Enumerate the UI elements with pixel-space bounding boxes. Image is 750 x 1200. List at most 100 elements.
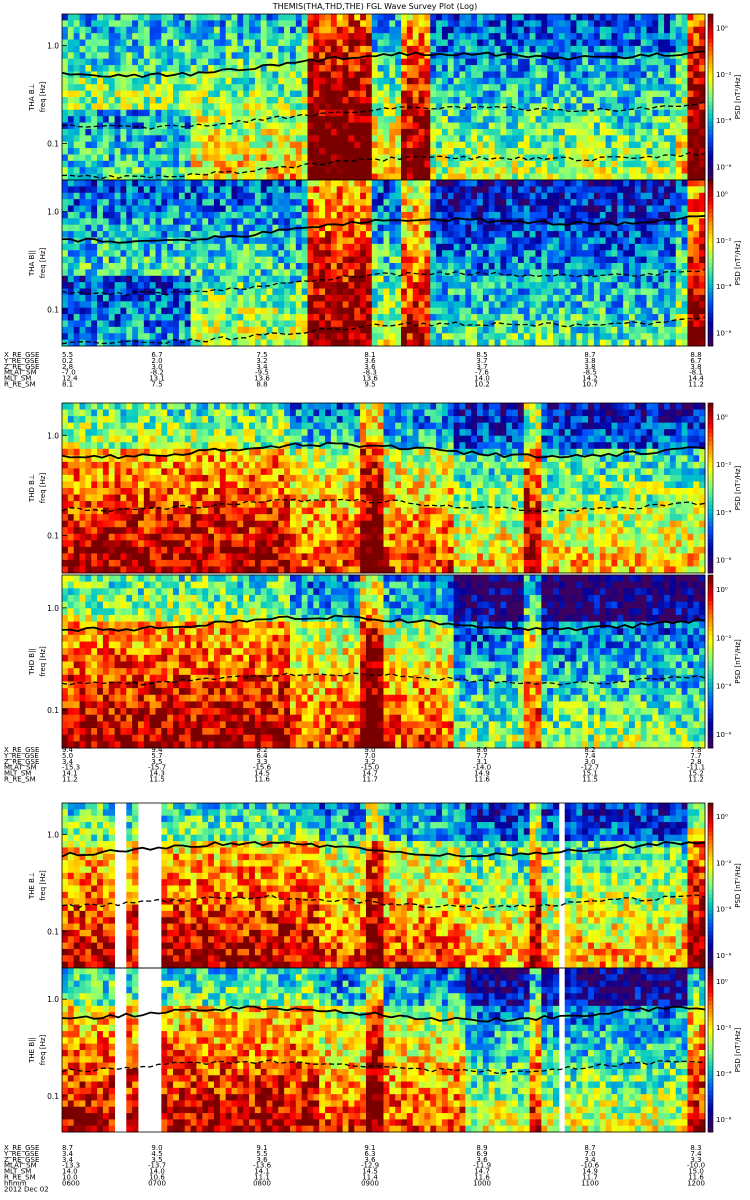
spectrogram-cell — [547, 141, 554, 149]
spectrogram-cell — [401, 71, 408, 79]
spectrogram-cell — [506, 26, 513, 34]
spectrogram-cell — [576, 71, 583, 79]
spectrogram-cell — [500, 109, 507, 117]
spectrogram-cell — [441, 301, 449, 309]
spectrogram-cell — [395, 218, 402, 226]
spectrogram-cell — [535, 128, 542, 136]
spectrogram-cell — [418, 135, 425, 143]
spectrogram-cell — [436, 192, 443, 200]
spectrogram-cell — [395, 263, 402, 270]
spectrogram-cell — [219, 243, 227, 251]
spectrogram-cell — [284, 122, 291, 130]
spectrogram-cell — [441, 160, 449, 168]
spectrogram-cell — [371, 237, 379, 245]
spectrogram-cell — [564, 116, 571, 123]
spectrogram-cell — [295, 180, 303, 187]
spectrogram-cell — [196, 218, 203, 226]
spectrogram-cell — [412, 90, 419, 98]
spectrogram-cell — [482, 333, 490, 341]
spectrogram-cell — [482, 103, 490, 111]
spectrogram-cell — [395, 97, 402, 104]
spectrogram-cell — [582, 33, 589, 40]
spectrogram-cell — [284, 90, 291, 98]
spectrogram-cell — [658, 58, 665, 66]
spectrogram-cell — [401, 84, 408, 92]
spectrogram-cell — [441, 256, 449, 264]
spectrogram-cell — [202, 77, 209, 85]
spectrogram-cell — [336, 186, 343, 194]
spectrogram-cell — [260, 288, 267, 296]
spectrogram-cell — [114, 211, 121, 219]
spectrogram-cell — [155, 256, 162, 264]
spectrogram-cell — [553, 148, 560, 155]
spectrogram-cell — [506, 211, 513, 219]
spectrogram-cell — [441, 141, 449, 149]
spectrogram-cell — [395, 148, 402, 155]
spectrogram-cell — [482, 71, 490, 79]
spectrogram-cell — [260, 294, 267, 302]
spectrogram-cell — [535, 141, 542, 149]
spectrogram-cell — [108, 141, 116, 149]
spectrogram-cell — [225, 256, 232, 264]
spectrogram-cell — [108, 14, 116, 21]
spectrogram-cell — [301, 301, 308, 309]
spectrogram-cell — [506, 122, 513, 130]
spectrogram-cell — [418, 250, 425, 258]
spectrogram-cell — [330, 20, 338, 28]
spectrogram-cell — [97, 256, 104, 264]
spectrogram-cell — [254, 205, 262, 213]
spectrogram-cell — [623, 84, 630, 92]
spectrogram-cell — [143, 263, 151, 270]
spectrogram-cell — [517, 288, 525, 296]
spectrogram-cell — [73, 288, 80, 296]
spectrogram-cell — [529, 33, 536, 40]
spectrogram-cell — [85, 160, 92, 168]
spectrogram-cell — [488, 103, 495, 111]
spectrogram-cell — [371, 33, 379, 40]
spectrogram-cell — [640, 39, 647, 47]
spectrogram-cell — [611, 128, 618, 136]
spectrogram-cell — [640, 103, 647, 111]
spectrogram-cell — [301, 243, 308, 251]
spectrogram-cell — [453, 224, 460, 232]
spectrogram-cell — [523, 141, 531, 149]
spectrogram-cell — [441, 173, 449, 181]
colorbar-segment — [708, 59, 713, 65]
spectrogram-cell — [73, 97, 80, 104]
spectrogram-cell — [237, 90, 244, 98]
spectrogram-cell — [348, 282, 355, 289]
spectrogram-cell — [272, 20, 279, 28]
spectrogram-cell — [301, 84, 308, 92]
spectrogram-cell — [102, 218, 110, 226]
spectrogram-cell — [161, 167, 168, 175]
spectrogram-cell — [260, 333, 267, 341]
spectrogram-cell — [617, 109, 624, 117]
spectrogram-cell — [535, 84, 542, 92]
spectrogram-cell — [459, 269, 466, 277]
spectrogram-cell — [605, 52, 612, 60]
spectrogram-cell — [225, 288, 232, 296]
spectrogram-cell — [517, 256, 525, 264]
spectrogram-cell — [330, 33, 338, 40]
spectrogram-cell — [646, 122, 653, 130]
spectrogram-cell — [108, 231, 116, 238]
spectrogram-cell — [190, 45, 197, 53]
spectrogram-cell — [547, 154, 554, 162]
spectrogram-cell — [517, 301, 525, 309]
spectrogram-cell — [406, 192, 414, 200]
spectrogram-cell — [418, 186, 425, 194]
spectrogram-cell — [137, 339, 145, 347]
spectrogram-cell — [377, 26, 384, 34]
spectrogram-cell — [85, 250, 92, 258]
spectrogram-cell — [225, 199, 232, 206]
spectrogram-cell — [488, 122, 495, 130]
spectrogram-cell — [406, 77, 414, 85]
spectrogram-cell — [319, 231, 326, 238]
spectrogram-cell — [512, 301, 519, 309]
spectrogram-cell — [173, 199, 180, 206]
spectrogram-cell — [453, 294, 460, 302]
spectrogram-cell — [436, 20, 443, 28]
spectrogram-cell — [465, 243, 472, 251]
spectrogram-cell — [512, 224, 519, 232]
spectrogram-cell — [149, 26, 156, 34]
